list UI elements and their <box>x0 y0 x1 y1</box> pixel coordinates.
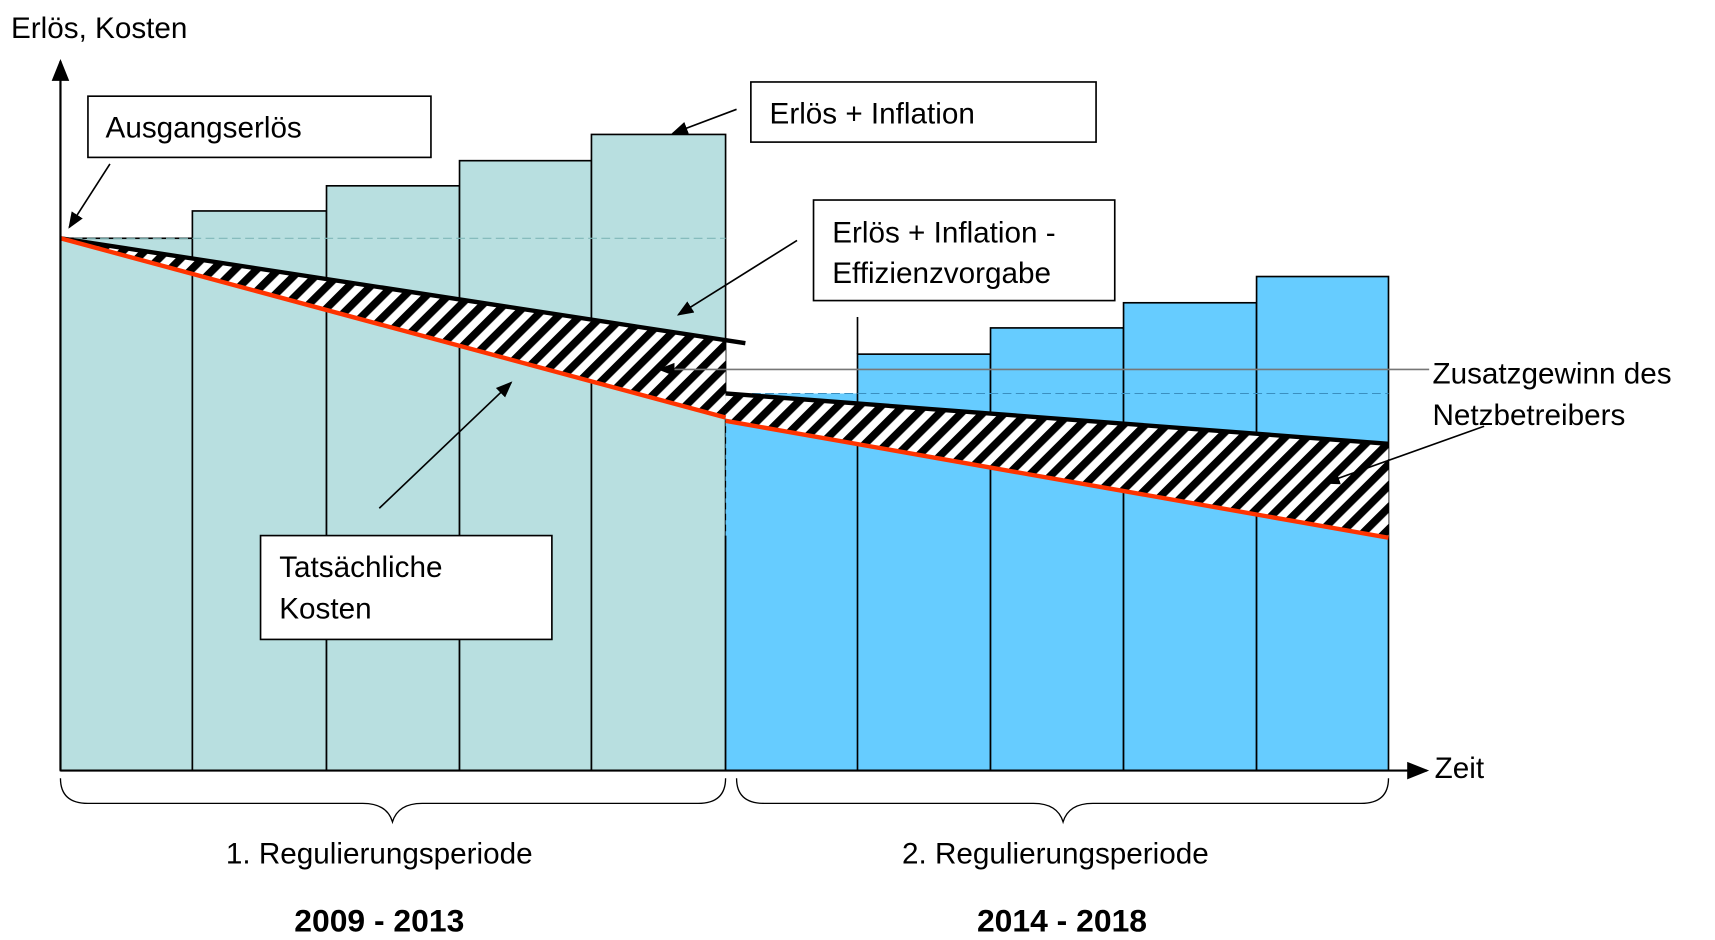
annotation: Zusatzgewinn des <box>1432 358 1671 391</box>
period-1-bars <box>59 133 727 772</box>
annotation: Ausgangserlös <box>106 112 302 145</box>
annotation: Kosten <box>279 593 371 626</box>
annotation: Erlös + Inflation <box>770 98 975 131</box>
cost-line <box>59 236 727 420</box>
annotation: Effizienzvorgabe <box>832 257 1051 290</box>
x-axis-label: Zeit <box>1435 752 1484 785</box>
annotation: Erlös + Inflation - <box>832 217 1055 250</box>
annotation: Tatsächliche <box>279 551 442 584</box>
period-label: 1. Regulierungsperiode <box>226 838 533 871</box>
annotation: Netzbetreibers <box>1432 399 1625 432</box>
period-2-bars <box>724 275 1390 772</box>
revenue-line <box>60 236 746 346</box>
cost-line <box>725 418 1389 540</box>
revenue-line <box>725 391 1389 446</box>
gain-area <box>725 393 1389 538</box>
y-axis-label: Erlös, Kosten <box>11 12 187 45</box>
braces <box>59 778 1390 825</box>
period-years: 2014 - 2018 <box>977 902 1147 938</box>
period-label: 2. Regulierungsperiode <box>902 838 1209 871</box>
arrows <box>68 108 1485 509</box>
period-years: 2009 - 2013 <box>294 902 464 938</box>
label-boxes <box>87 81 1116 641</box>
